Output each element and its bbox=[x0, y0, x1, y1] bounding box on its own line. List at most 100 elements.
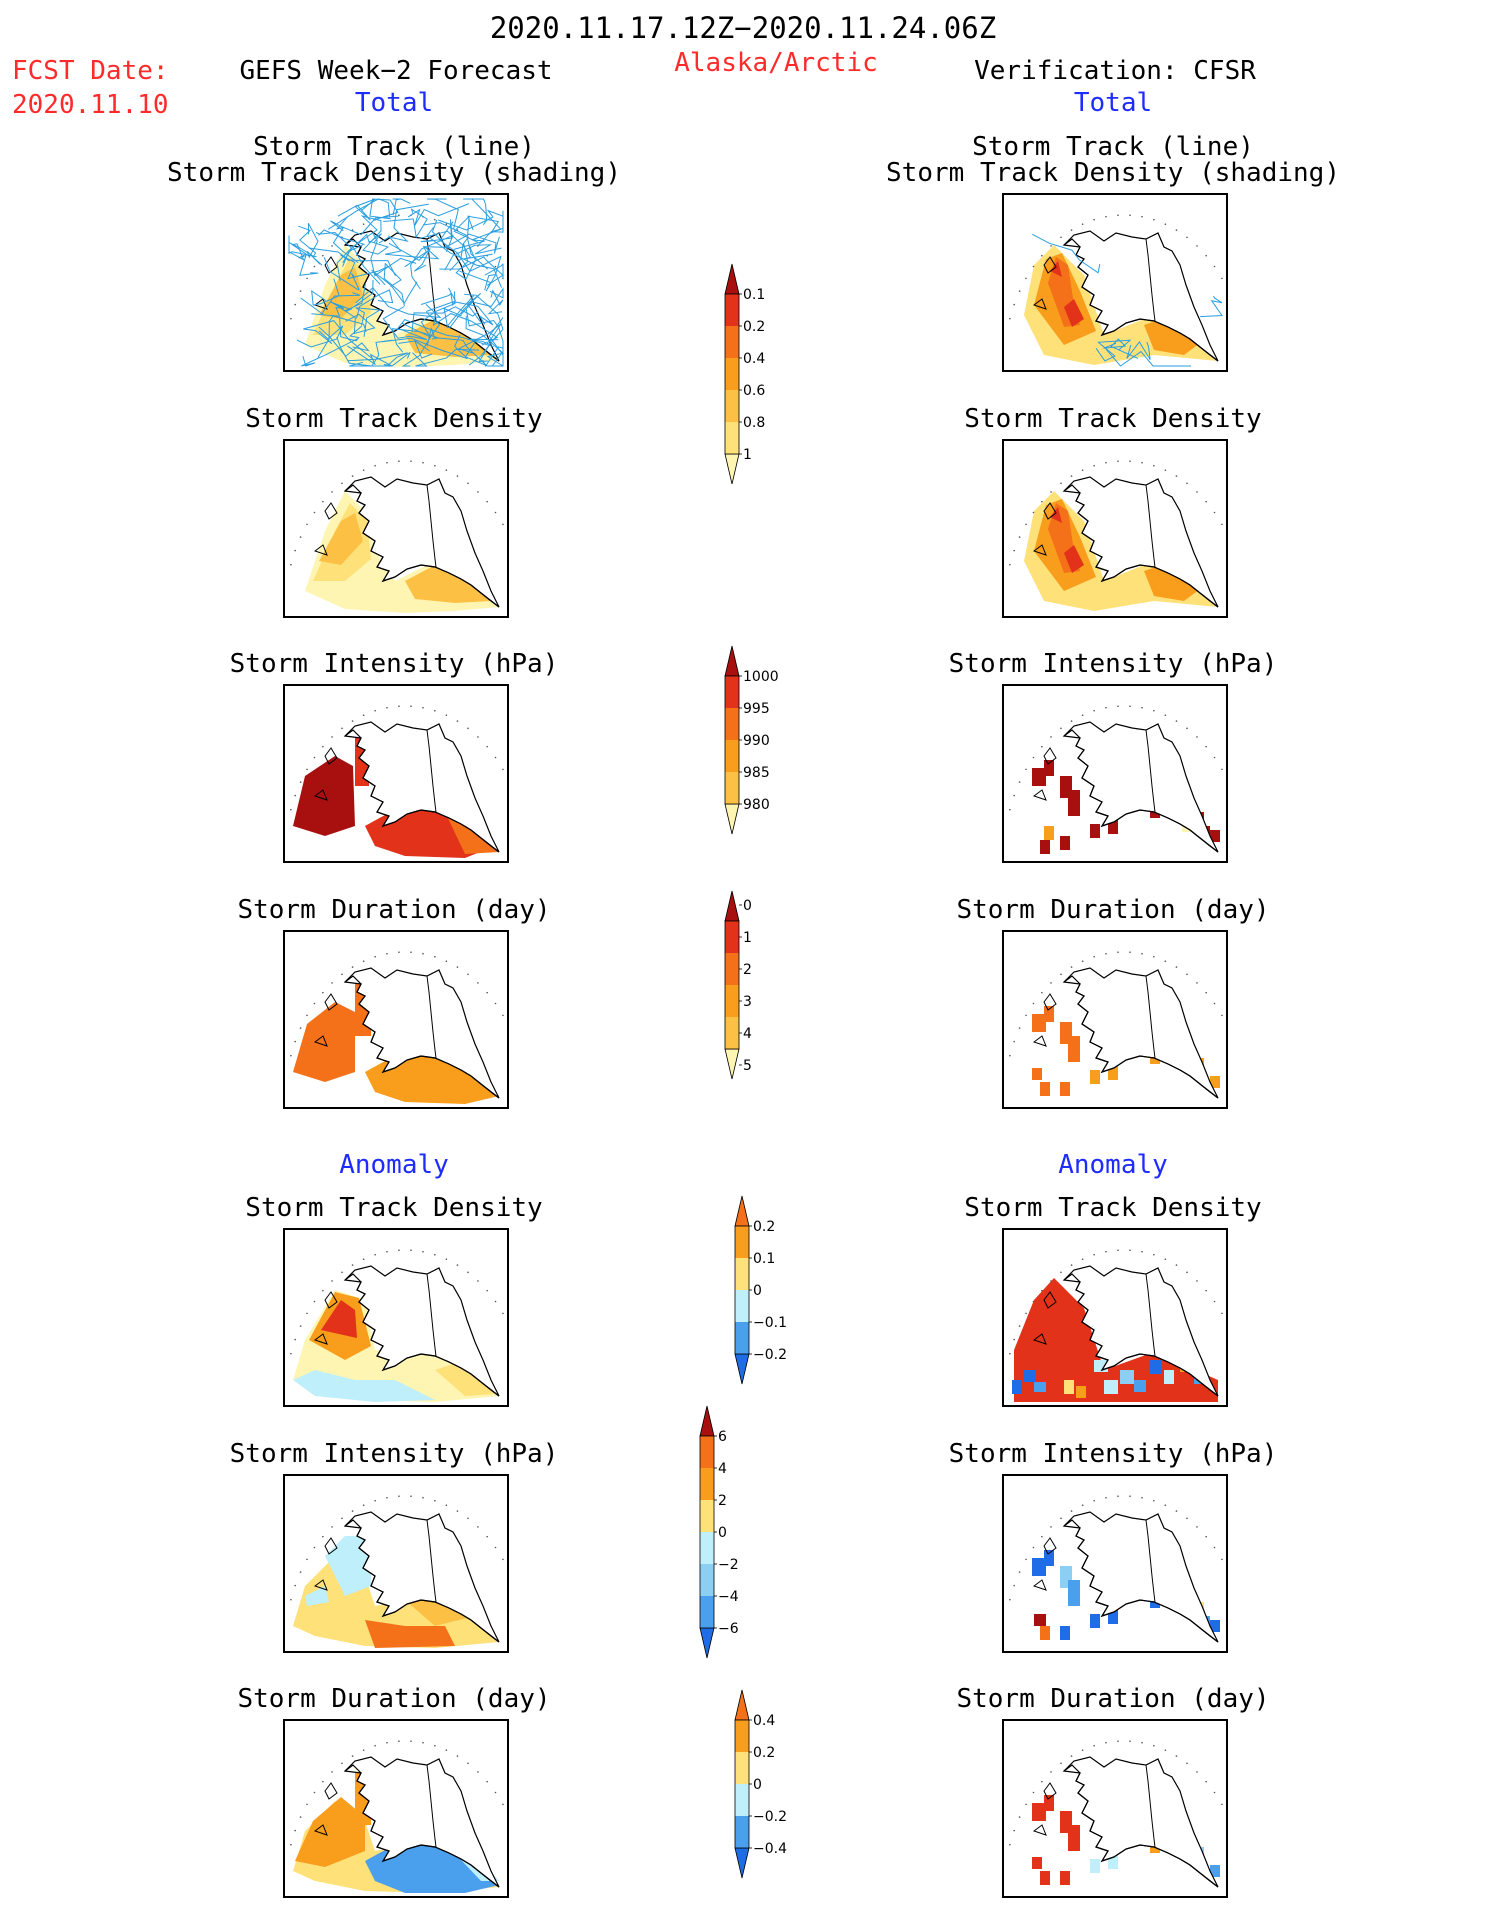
anomaly-shade bbox=[365, 1620, 455, 1648]
grid-dot bbox=[322, 991, 324, 994]
intensity-block bbox=[1108, 820, 1118, 834]
grid-dot bbox=[1041, 1780, 1043, 1783]
storm-track-line bbox=[332, 216, 359, 264]
fcst-date-label: FCST Date: bbox=[12, 56, 169, 86]
grid-dot bbox=[374, 464, 376, 467]
storm-track-line bbox=[352, 215, 381, 285]
storm-track-line bbox=[478, 219, 504, 246]
storm-track-line bbox=[460, 287, 504, 315]
map-right-anom-duration bbox=[1002, 1719, 1228, 1898]
grid-dot bbox=[477, 1771, 479, 1773]
anomaly-block bbox=[1040, 1626, 1050, 1640]
grid-dot bbox=[341, 727, 343, 730]
grid-dot bbox=[1018, 1816, 1021, 1818]
storm-track-line bbox=[464, 338, 504, 367]
colorbar-top-triangle bbox=[724, 645, 740, 677]
grid-dot bbox=[374, 1499, 376, 1502]
grid-dot bbox=[1153, 709, 1155, 712]
grid-dot bbox=[1009, 808, 1011, 811]
grid-dot bbox=[1025, 1803, 1027, 1806]
storm-track-line bbox=[336, 336, 393, 367]
colorbar-band bbox=[735, 1258, 749, 1290]
colorbar-band bbox=[725, 740, 739, 772]
grid-dot bbox=[1213, 756, 1216, 759]
grid-dot bbox=[398, 951, 400, 953]
right-track-shading-title: Storm Track Density (shading) bbox=[886, 158, 1340, 188]
grid-dot bbox=[299, 290, 302, 292]
map-right-anom-density bbox=[1002, 1228, 1228, 1407]
grid-dot bbox=[1032, 1546, 1035, 1549]
grid-dot bbox=[1041, 254, 1043, 257]
grid-dot bbox=[290, 1352, 292, 1355]
alaska-landmass bbox=[1062, 721, 1219, 853]
grid-dot bbox=[494, 1791, 497, 1794]
grid-dot bbox=[306, 1014, 308, 1017]
grid-dot bbox=[341, 1517, 343, 1520]
grid-dot bbox=[306, 1312, 308, 1315]
grid-dot bbox=[445, 223, 448, 225]
grid-dot bbox=[1213, 265, 1216, 268]
grid-dot bbox=[351, 1755, 354, 1757]
grid-dot bbox=[313, 1002, 316, 1005]
grid-dot bbox=[1164, 1258, 1167, 1260]
grid-dot bbox=[1141, 1496, 1143, 1499]
grid-dot bbox=[374, 955, 376, 958]
anomaly-block bbox=[1076, 1386, 1086, 1398]
grid-dot bbox=[1196, 491, 1198, 493]
grid-dot bbox=[341, 973, 343, 976]
right-duration-title: Storm Duration (day) bbox=[956, 895, 1270, 925]
grid-dot bbox=[322, 1289, 324, 1292]
storm-track-line bbox=[303, 320, 374, 360]
colorbar-band bbox=[700, 1468, 714, 1500]
grid-dot bbox=[1093, 709, 1095, 712]
map-svg bbox=[290, 705, 504, 858]
grid-dot bbox=[1009, 1054, 1011, 1057]
alaska-landmass bbox=[1062, 967, 1219, 1099]
colorbar-tick-label: 6 bbox=[718, 1429, 727, 1445]
colorbar-band bbox=[700, 1596, 714, 1628]
grid-dot bbox=[1032, 265, 1035, 268]
anomaly-shade bbox=[325, 1536, 371, 1596]
grid-dot bbox=[1117, 1249, 1119, 1251]
grid-dot bbox=[1164, 469, 1167, 471]
anomaly-block bbox=[1068, 1825, 1080, 1851]
anomaly-block bbox=[1034, 1382, 1046, 1392]
grid-dot bbox=[362, 714, 365, 716]
grid-dot bbox=[1032, 1002, 1035, 1005]
grid-dot bbox=[313, 756, 316, 759]
coastline bbox=[344, 238, 500, 362]
alaska-canada-border bbox=[1145, 484, 1156, 568]
grid-dot bbox=[1050, 982, 1052, 984]
grid-dot bbox=[398, 1249, 400, 1251]
grid-dot bbox=[313, 1791, 316, 1794]
grid-dot bbox=[1025, 1558, 1027, 1561]
left-total-label: Total bbox=[354, 88, 434, 118]
grid-dot bbox=[1105, 1741, 1107, 1744]
grid-dot bbox=[434, 1253, 436, 1256]
anomaly-block bbox=[1060, 1626, 1070, 1640]
grid-dot bbox=[410, 705, 412, 707]
left-column-title: GEFS Week−2 Forecast bbox=[239, 56, 553, 86]
grid-dot bbox=[1213, 1002, 1216, 1005]
grid-dot bbox=[362, 1749, 365, 1751]
grid-dot bbox=[1164, 714, 1167, 716]
alaska-canada-border bbox=[1145, 975, 1156, 1059]
grid-dot bbox=[494, 1002, 497, 1005]
grid-dot bbox=[486, 500, 488, 503]
density-shade bbox=[319, 513, 363, 565]
storm-track-line bbox=[1105, 349, 1191, 367]
grid-dot bbox=[1009, 317, 1011, 320]
storm-track-line bbox=[298, 254, 319, 276]
alaska-canada-border bbox=[426, 1273, 437, 1357]
grid-dot bbox=[1153, 1253, 1155, 1256]
colorbar-bottom-triangle bbox=[734, 1353, 750, 1385]
storm-track-line bbox=[1032, 233, 1101, 274]
grid-dot bbox=[1117, 460, 1119, 462]
storm-track-line bbox=[388, 242, 431, 272]
grid-dot bbox=[1070, 1264, 1073, 1266]
duration-block bbox=[1032, 1068, 1042, 1080]
grid-dot bbox=[1093, 464, 1095, 467]
coastline bbox=[344, 729, 500, 853]
grid-dot bbox=[477, 1280, 479, 1282]
grid-dot bbox=[351, 966, 354, 968]
